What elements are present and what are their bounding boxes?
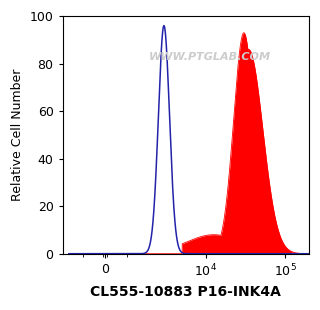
Y-axis label: Relative Cell Number: Relative Cell Number	[11, 69, 24, 201]
X-axis label: CL555-10883 P16-INK4A: CL555-10883 P16-INK4A	[90, 285, 281, 299]
Text: WWW.PTGLAB.COM: WWW.PTGLAB.COM	[149, 51, 271, 61]
